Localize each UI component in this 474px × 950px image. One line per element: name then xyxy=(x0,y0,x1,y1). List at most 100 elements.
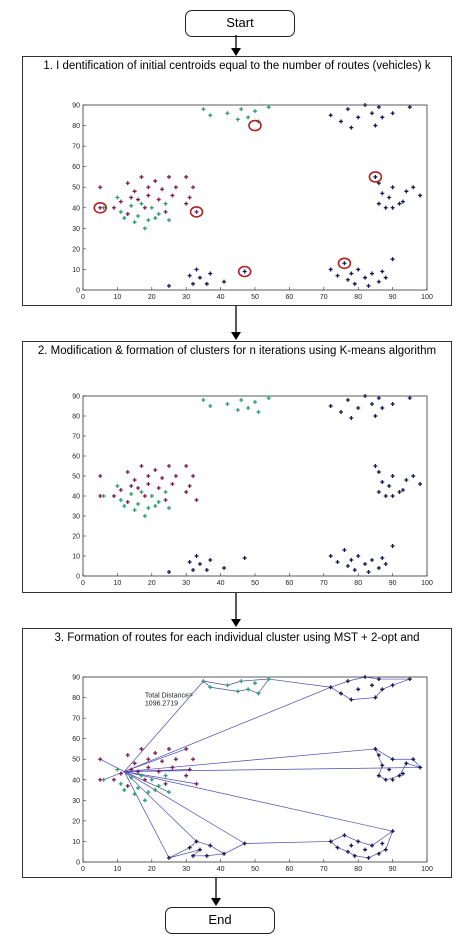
navy-point xyxy=(342,833,347,838)
purple-point xyxy=(160,187,165,192)
purple-point xyxy=(125,181,130,186)
green-point xyxy=(115,484,120,488)
x-tick-label: 20 xyxy=(148,294,156,301)
route-segment xyxy=(124,771,197,842)
purple-point xyxy=(170,482,175,486)
navy-point xyxy=(390,494,395,498)
navy-point xyxy=(345,398,350,402)
y-tick-label: 90 xyxy=(72,675,80,682)
navy-point xyxy=(380,763,385,768)
purple-point xyxy=(184,746,189,751)
green-point xyxy=(225,683,230,688)
navy-point xyxy=(390,544,395,548)
x-tick-label: 20 xyxy=(148,580,156,587)
purple-point xyxy=(194,209,199,214)
y-tick-label: 10 xyxy=(72,839,80,846)
green-point xyxy=(132,220,137,225)
y-tick-label: 80 xyxy=(72,695,80,702)
navy-point xyxy=(194,267,199,272)
navy-point xyxy=(356,687,361,692)
green-point xyxy=(246,115,251,120)
green-point xyxy=(153,504,158,508)
start-node: Start xyxy=(185,10,295,37)
green-point xyxy=(115,195,120,200)
navy-point xyxy=(376,396,381,400)
y-tick-label: 0 xyxy=(76,860,80,867)
y-tick-label: 60 xyxy=(72,454,80,461)
purple-point xyxy=(146,757,151,762)
navy-point xyxy=(390,777,395,782)
green-point xyxy=(122,216,127,221)
route-lines xyxy=(100,676,422,859)
green-point xyxy=(101,777,106,782)
navy-point xyxy=(363,275,368,280)
navy-point xyxy=(390,402,395,406)
route-segment xyxy=(124,769,190,772)
navy-point xyxy=(390,185,395,190)
step-2-title: 2. Modification & formation of clusters … xyxy=(37,345,437,357)
navy-point xyxy=(380,556,385,560)
x-tick-label: 10 xyxy=(114,580,122,587)
green-point xyxy=(146,790,151,795)
route-segment xyxy=(124,680,204,772)
purple-point xyxy=(153,468,158,472)
route-tour xyxy=(330,676,410,700)
navy-point xyxy=(328,554,333,558)
green-point xyxy=(118,781,123,786)
green-point xyxy=(239,107,244,112)
route-segment xyxy=(124,771,197,785)
x-tick-label: 60 xyxy=(286,580,294,587)
green-point xyxy=(136,502,141,506)
navy-point xyxy=(418,193,423,198)
route-segment xyxy=(124,748,376,772)
navy-point xyxy=(204,568,209,572)
y-tick-label: 60 xyxy=(72,164,80,171)
green-point xyxy=(163,490,168,494)
green-point xyxy=(156,500,161,504)
purple-point xyxy=(136,769,141,774)
green-point xyxy=(136,786,141,790)
navy-point xyxy=(335,273,340,278)
navy-point xyxy=(376,773,381,778)
route-link xyxy=(268,678,331,688)
navy-point xyxy=(373,464,378,468)
navy-point xyxy=(349,416,354,420)
purple-point xyxy=(156,486,161,490)
navy-point xyxy=(363,847,368,852)
green-point xyxy=(253,681,257,686)
green-point xyxy=(118,209,123,214)
x-tick-label: 20 xyxy=(148,866,156,873)
green-point xyxy=(235,408,240,412)
navy-point xyxy=(363,562,368,566)
navy-point xyxy=(197,562,202,566)
green-point xyxy=(122,504,127,508)
purple-point xyxy=(98,757,103,762)
y-tick-label: 60 xyxy=(72,736,80,743)
green-point xyxy=(253,400,257,404)
purple-point xyxy=(98,494,103,498)
navy-point xyxy=(352,568,357,572)
navy-point xyxy=(191,281,196,286)
step-1-scatter-plot: 0 10 20 30 40 50 60 70 80 90 100 0 10 20 30 40 50 60 70 80 9… xyxy=(72,103,433,302)
green-point xyxy=(122,788,127,793)
y-tick-label: 20 xyxy=(72,818,80,825)
navy-point xyxy=(397,201,402,206)
navy-point xyxy=(356,839,361,844)
navy-point xyxy=(328,404,333,408)
navy-point xyxy=(376,851,381,856)
green-point xyxy=(129,203,134,208)
purple-point xyxy=(173,757,178,762)
purple-point xyxy=(125,211,130,216)
plot-frame xyxy=(82,104,428,291)
x-tick-label: 10 xyxy=(114,866,122,873)
purple-point xyxy=(142,777,147,782)
navy-point xyxy=(390,829,395,834)
purple-point xyxy=(184,201,189,206)
navy-point xyxy=(349,697,354,702)
purple-point xyxy=(191,474,196,478)
green-point xyxy=(235,117,240,122)
navy-point xyxy=(380,841,385,846)
purple-point xyxy=(187,767,192,772)
green-point xyxy=(149,494,154,498)
green-point xyxy=(142,798,147,803)
